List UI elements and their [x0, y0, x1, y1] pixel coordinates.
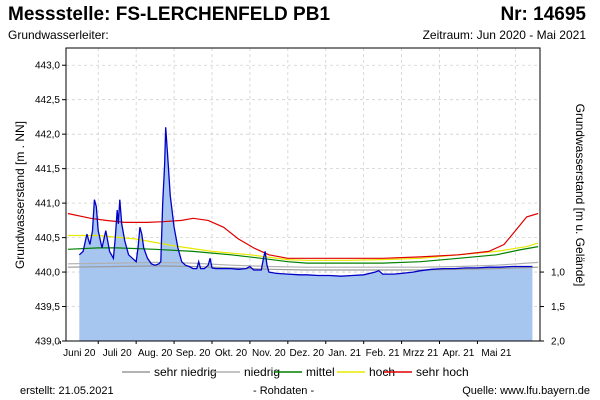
x-tick-label: Jan. 21 — [328, 348, 361, 359]
left-axis-ticks: 439,0 439,5 440,0 440,5 441,0 441,5 442,0 442,5… — [35, 61, 66, 348]
chart-title: Messstelle: FS-LERCHENFELD PB1 — [8, 4, 331, 25]
station-number: Nr: 14695 — [500, 4, 586, 25]
measured-line — [78, 127, 533, 277]
right-axis-ticks: 1,0 1,5 2,0 — [540, 268, 565, 348]
legend-label-sehr-hoch: sehr hoch — [416, 365, 469, 379]
plot-frame — [65, 47, 541, 342]
x-tick-label: Sep. 20 — [176, 348, 211, 359]
right-tick-label: 1,5 — [551, 302, 565, 313]
reference-line-sehr-hoch — [67, 212, 539, 259]
legend-label-sehr-niedrig: sehr niedrig — [154, 365, 217, 379]
aquifer-label: Grundwasserleiter: — [8, 28, 109, 42]
created-date: erstellt: 21.05.2021 — [20, 385, 114, 397]
x-tick-label: Dez. 20 — [290, 348, 325, 359]
reference-line-niedrig — [67, 261, 539, 268]
legend-label-mittel: mittel — [306, 365, 335, 379]
period-label: Zeitraum: Jun 2020 - Mai 2021 — [422, 28, 586, 42]
x-tick-label: Juli 20 — [103, 348, 132, 359]
x-tick-label: Mrzz 21 — [403, 348, 439, 359]
x-tick-label: Mai 21 — [481, 348, 511, 359]
y-tick-label: 441,5 — [35, 164, 60, 175]
grid — [66, 48, 540, 342]
reference-lines — [67, 212, 539, 271]
legend: sehr niedrig niedrig mittel hoch sehr hoch — [122, 365, 469, 379]
x-tick-label: Juni 20 — [63, 348, 96, 359]
y-tick-label: 441,0 — [35, 199, 60, 210]
y-tick-label: 440,5 — [35, 233, 60, 244]
x-tick-label: Feb. 21 — [366, 348, 400, 359]
right-tick-label: 1,0 — [551, 268, 565, 279]
y-tick-label: 440,0 — [35, 268, 60, 279]
y-tick-label: 443,0 — [35, 61, 60, 72]
y-tick-label: 439,0 — [35, 337, 60, 348]
measured-fill — [79, 127, 533, 341]
left-axis-title: Grundwasserstand [m . NN] — [13, 121, 27, 269]
y-tick-label: 442,5 — [35, 95, 60, 106]
data-status: - Rohdaten - — [253, 385, 315, 397]
x-tick-label: Nov. 20 — [252, 348, 286, 359]
reference-line-sehr-niedrig — [67, 265, 539, 271]
legend-label-hoch: hoch — [369, 365, 395, 379]
x-tick-label: Aug. 20 — [138, 348, 173, 359]
y-tick-label: 442,0 — [35, 130, 60, 141]
x-tick-label: Okt. 20 — [215, 348, 248, 359]
x-tick-label: Apr. 21 — [443, 348, 475, 359]
x-axis-ticks: Juni 20 Juli 20 Aug. 20 Sep. 20 Okt. 20 Nov. … — [59, 341, 512, 359]
source-link[interactable]: Quelle: www.lfu.bayern.de — [462, 385, 590, 397]
y-tick-label: 439,5 — [35, 302, 60, 313]
reference-line-mittel — [67, 246, 539, 264]
right-tick-label: 2,0 — [551, 337, 565, 348]
legend-label-niedrig: niedrig — [244, 365, 280, 379]
right-axis-title: Grundwasserstand [m u. Gelände] — [573, 104, 587, 287]
